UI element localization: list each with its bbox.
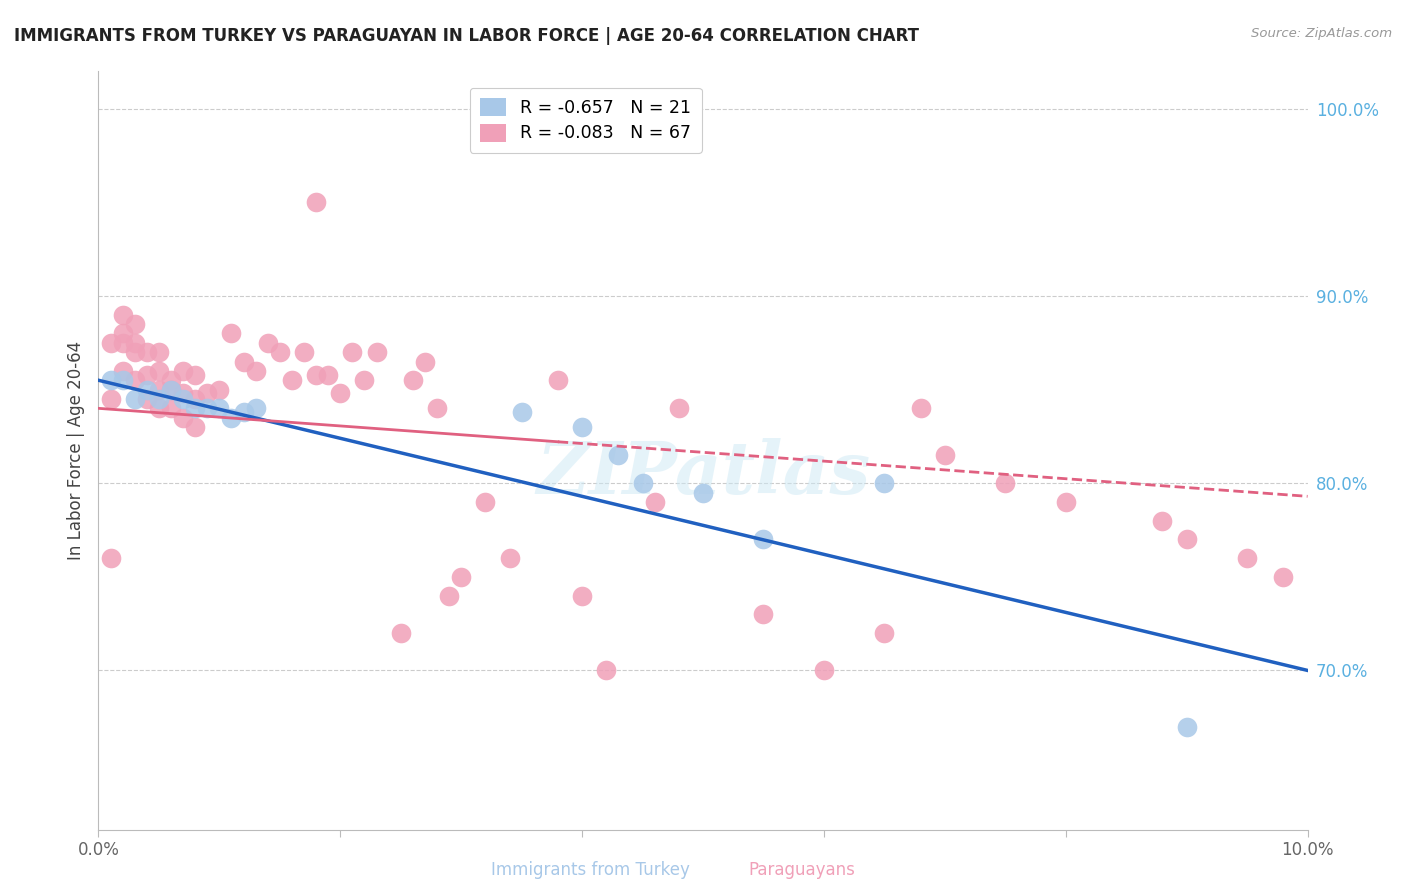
Point <box>934 448 956 462</box>
Point <box>184 392 207 406</box>
Point <box>100 392 122 406</box>
Point <box>547 373 569 387</box>
Point <box>571 589 593 603</box>
Point <box>510 405 533 419</box>
Point <box>498 551 520 566</box>
Point <box>873 626 896 640</box>
Point <box>873 476 896 491</box>
Point <box>172 392 194 406</box>
Point <box>450 570 472 584</box>
Point <box>208 383 231 397</box>
Point <box>281 373 304 387</box>
Point <box>111 326 134 341</box>
Point <box>172 386 194 401</box>
Point <box>148 345 170 359</box>
Point <box>100 551 122 566</box>
Point <box>342 345 364 359</box>
Point <box>148 383 170 397</box>
Point <box>124 373 146 387</box>
Y-axis label: In Labor Force | Age 20-64: In Labor Force | Age 20-64 <box>66 341 84 560</box>
Point <box>1054 495 1077 509</box>
Point <box>910 401 932 416</box>
Point <box>595 664 617 678</box>
Point <box>208 401 231 416</box>
Point <box>148 401 170 416</box>
Point <box>172 364 194 378</box>
Point <box>184 368 207 382</box>
Point <box>631 476 654 491</box>
Text: Paraguayans: Paraguayans <box>748 861 855 879</box>
Point <box>1175 720 1198 734</box>
Point <box>292 345 315 359</box>
Point <box>160 383 183 397</box>
Point <box>437 589 460 603</box>
Point <box>245 401 267 416</box>
Point <box>305 368 328 382</box>
Point <box>160 401 183 416</box>
Point <box>124 392 146 406</box>
Point <box>124 335 146 350</box>
Point <box>316 368 339 382</box>
Point <box>100 373 122 387</box>
Point <box>474 495 496 509</box>
Point <box>413 354 436 368</box>
Point <box>1175 533 1198 547</box>
Point <box>1272 570 1295 584</box>
Point <box>111 335 134 350</box>
Text: IMMIGRANTS FROM TURKEY VS PARAGUAYAN IN LABOR FORCE | AGE 20-64 CORRELATION CHAR: IMMIGRANTS FROM TURKEY VS PARAGUAYAN IN … <box>14 27 920 45</box>
Point <box>160 383 183 397</box>
Point <box>305 195 328 210</box>
Point <box>269 345 291 359</box>
Point <box>111 308 134 322</box>
Point <box>135 383 157 397</box>
Point <box>1152 514 1174 528</box>
Point <box>148 392 170 406</box>
Point <box>752 607 775 622</box>
Point <box>100 335 122 350</box>
Point <box>232 405 254 419</box>
Point <box>184 401 207 416</box>
Point <box>353 373 375 387</box>
Point <box>172 410 194 425</box>
Point <box>1236 551 1258 566</box>
Point <box>124 345 146 359</box>
Point <box>195 401 218 416</box>
Point <box>994 476 1017 491</box>
Point <box>329 386 352 401</box>
Point <box>148 364 170 378</box>
Legend: R = -0.657   N = 21, R = -0.083   N = 67: R = -0.657 N = 21, R = -0.083 N = 67 <box>470 87 702 153</box>
Point <box>124 317 146 331</box>
Point <box>426 401 449 416</box>
Point <box>571 420 593 434</box>
Point <box>135 345 157 359</box>
Point <box>135 368 157 382</box>
Point <box>366 345 388 359</box>
Point <box>245 364 267 378</box>
Point <box>668 401 690 416</box>
Point <box>813 664 835 678</box>
Point <box>160 373 183 387</box>
Point <box>111 373 134 387</box>
Point <box>111 364 134 378</box>
Point <box>221 326 243 341</box>
Point <box>402 373 425 387</box>
Point <box>644 495 666 509</box>
Text: ZIPatlas: ZIPatlas <box>536 438 870 508</box>
Point <box>256 335 278 350</box>
Point <box>221 410 243 425</box>
Point <box>232 354 254 368</box>
Text: Immigrants from Turkey: Immigrants from Turkey <box>491 861 690 879</box>
Point <box>607 448 630 462</box>
Point <box>184 420 207 434</box>
Point <box>135 392 157 406</box>
Point <box>752 533 775 547</box>
Text: Source: ZipAtlas.com: Source: ZipAtlas.com <box>1251 27 1392 40</box>
Point <box>389 626 412 640</box>
Point <box>692 485 714 500</box>
Point <box>195 386 218 401</box>
